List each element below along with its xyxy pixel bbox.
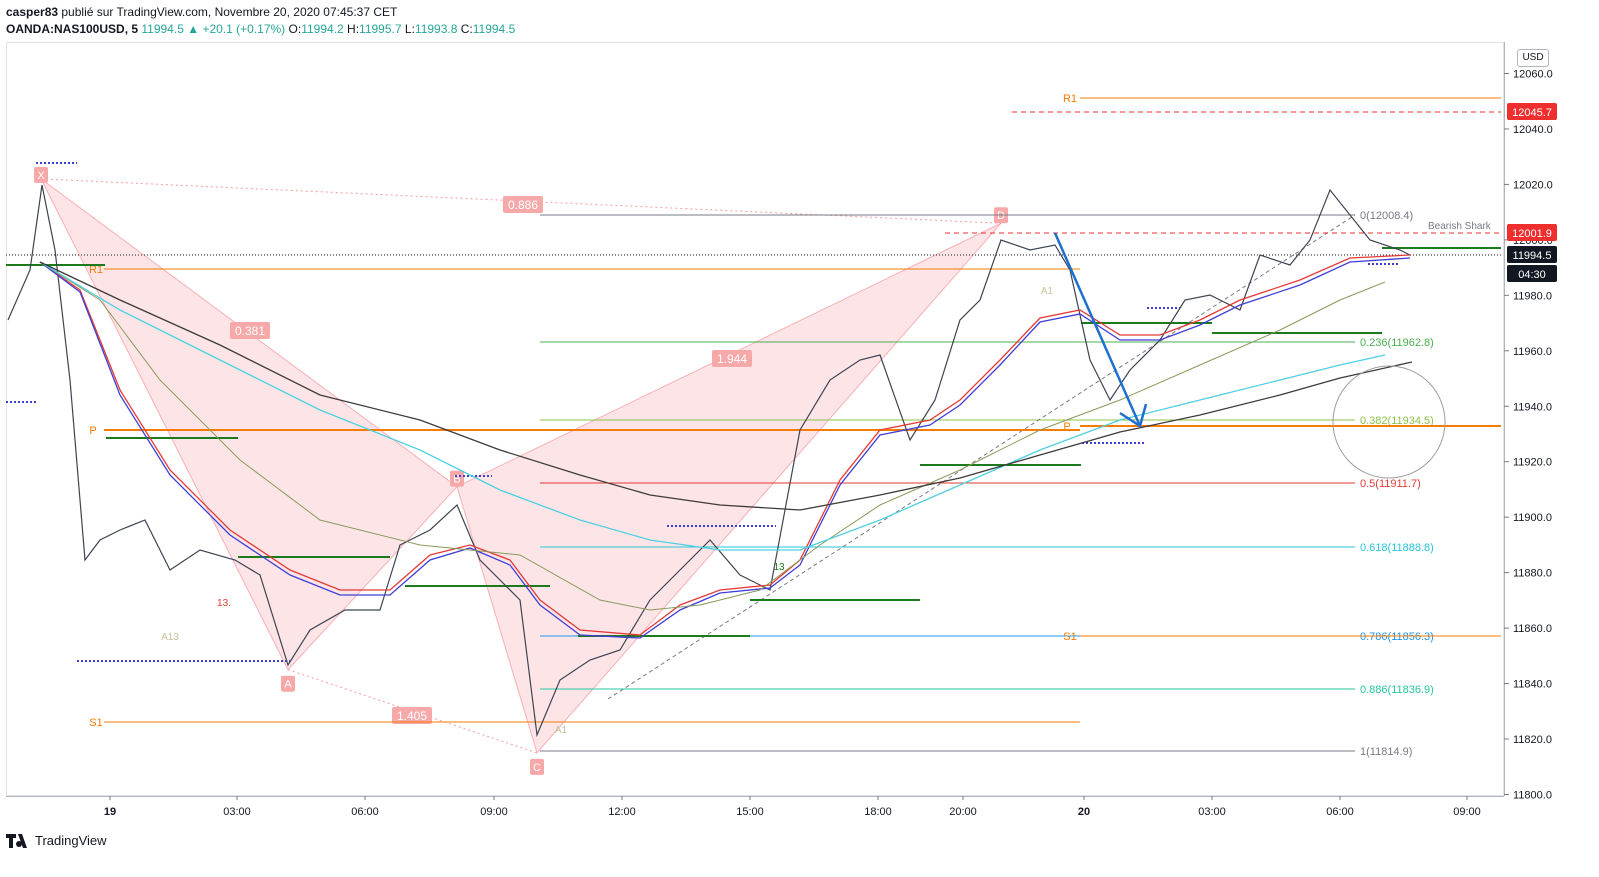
price-axis[interactable]: [1504, 42, 1594, 796]
close-label: C:: [460, 22, 473, 36]
change-arrow-icon: ▲: [187, 22, 200, 36]
tradingview-logo-icon: [6, 833, 27, 848]
open-label: O:: [288, 22, 302, 36]
open-value: 11994.2: [301, 22, 344, 36]
high-label: H:: [347, 22, 360, 36]
high-value: 11995.7: [359, 22, 402, 36]
chart-plot-area[interactable]: [6, 42, 1504, 796]
tradingview-brand: TradingView: [35, 833, 107, 848]
symbol-name[interactable]: OANDA:NAS100USD, 5: [6, 22, 139, 36]
close-value: 11994.5: [472, 22, 516, 36]
chart-publish-info: casper83 publié sur TradingView.com, Nov…: [6, 5, 397, 19]
author-name[interactable]: casper83: [6, 5, 59, 19]
low-value: 11993.8: [414, 22, 458, 36]
time-axis[interactable]: [6, 796, 1504, 824]
currency-label[interactable]: USD: [1517, 49, 1549, 67]
publish-date: publié sur TradingView.com, Novembre 20,…: [58, 5, 398, 19]
change-value: +20.1 (+0.17%): [202, 22, 286, 36]
tradingview-footer: TradingView: [6, 833, 107, 848]
symbol-ohlc-legend: OANDA:NAS100USD, 5 11994.5 ▲ +20.1 (+0.1…: [6, 22, 515, 36]
last-price: 11994.5: [141, 22, 184, 36]
low-label: L:: [404, 22, 415, 36]
